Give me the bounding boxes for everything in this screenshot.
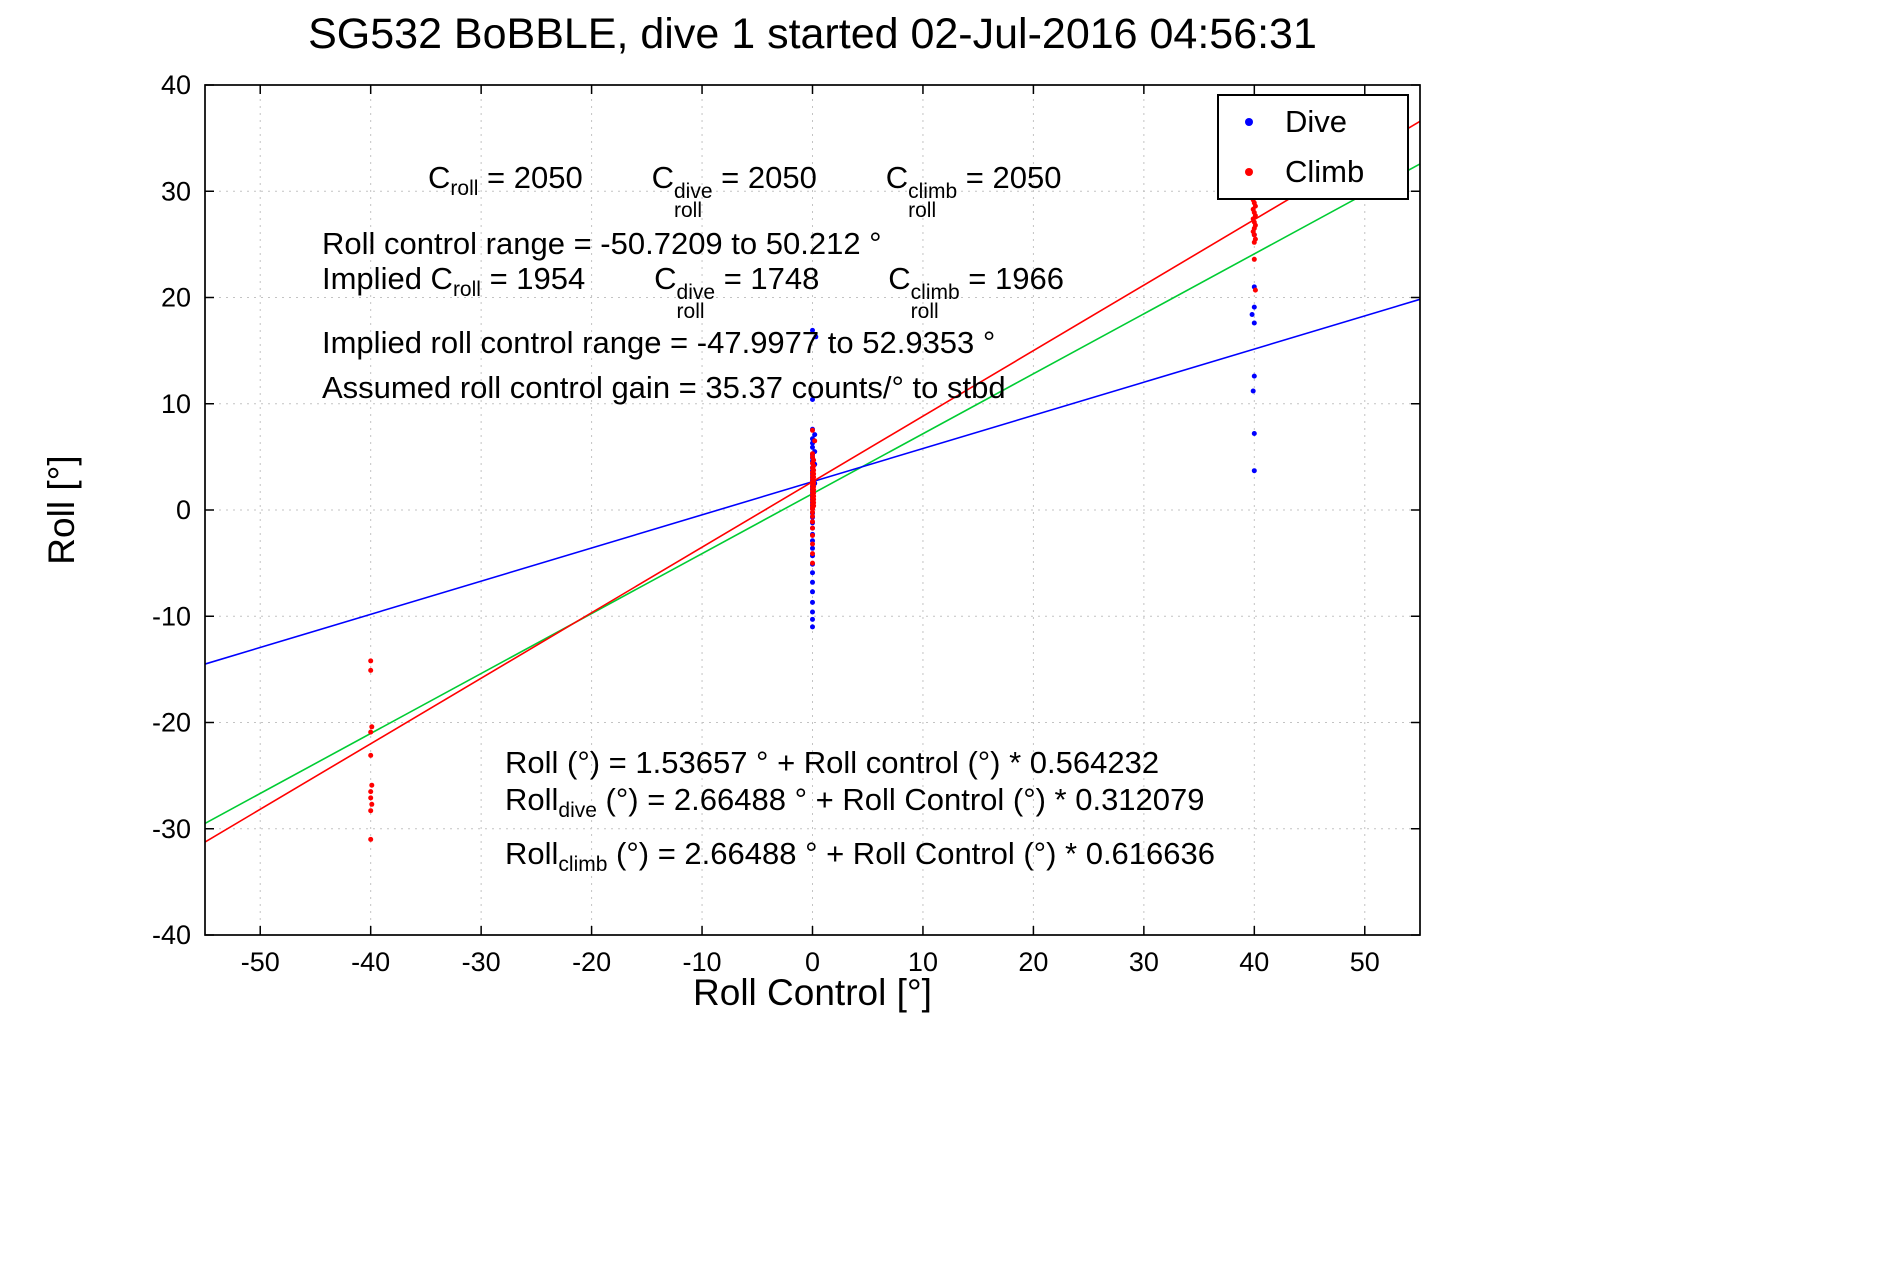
- x-tick-labels: -50 -40 -30 -20 -10 0 10 20 30 40 50: [241, 947, 1380, 977]
- axes-box: [204, 84, 1421, 936]
- scatter-climb: [368, 197, 1258, 842]
- legend-label-climb: Climb: [1285, 154, 1365, 189]
- dive-marker-icon: [1245, 118, 1253, 126]
- svg-text:30: 30: [1129, 947, 1159, 977]
- svg-text:-30: -30: [152, 814, 191, 844]
- annotation-implied-roll-control-range: Implied roll control range = -47.9977 to…: [322, 325, 996, 360]
- svg-text:-30: -30: [462, 947, 501, 977]
- legend-label-dive: Dive: [1285, 104, 1348, 139]
- svg-text:-40: -40: [351, 947, 390, 977]
- annotation-roll-control-range: Roll control range = -50.7209 to 50.212 …: [322, 226, 882, 261]
- legend-item-dive: Dive: [1219, 98, 1407, 146]
- svg-text:0: 0: [176, 495, 191, 525]
- y-tick-labels: -40 -30 -20 -10 0 10 20 30 40: [152, 70, 191, 950]
- svg-text:-10: -10: [683, 947, 722, 977]
- annotation-fit-equation-all: Roll (°) = 1.53657 ° + Roll control (°) …: [505, 745, 1160, 780]
- svg-text:0: 0: [805, 947, 820, 977]
- svg-text:-20: -20: [572, 947, 611, 977]
- x-axis-label: Roll Control [°]: [693, 972, 932, 1013]
- svg-text:40: 40: [1239, 947, 1269, 977]
- axis-ticks: [205, 84, 1420, 936]
- svg-text:-40: -40: [152, 920, 191, 950]
- svg-text:10: 10: [908, 947, 938, 977]
- svg-text:20: 20: [1018, 947, 1048, 977]
- climb-marker-icon: [1245, 168, 1253, 176]
- y-axis-label: Roll [°]: [41, 455, 82, 565]
- legend: Dive Climb: [1217, 94, 1409, 200]
- svg-text:10: 10: [161, 389, 191, 419]
- annotation-fit-equation-dive: Rolldive (°) = 2.66488 ° + Roll Control …: [505, 782, 1205, 822]
- svg-text:-50: -50: [241, 947, 280, 977]
- annotation-roll-control-gain: Assumed roll control gain = 35.37 counts…: [322, 370, 1006, 405]
- legend-item-climb: Climb: [1219, 148, 1407, 196]
- svg-text:-10: -10: [152, 601, 191, 631]
- svg-text:-20: -20: [152, 708, 191, 738]
- svg-text:30: 30: [161, 176, 191, 206]
- svg-text:50: 50: [1350, 947, 1380, 977]
- svg-text:40: 40: [161, 70, 191, 100]
- svg-text:20: 20: [161, 283, 191, 313]
- plot-title: SG532 BoBBLE, dive 1 started 02-Jul-2016…: [308, 10, 1317, 58]
- annotation-fit-equation-climb: Rollclimb (°) = 2.66488 ° + Roll Control…: [505, 836, 1215, 876]
